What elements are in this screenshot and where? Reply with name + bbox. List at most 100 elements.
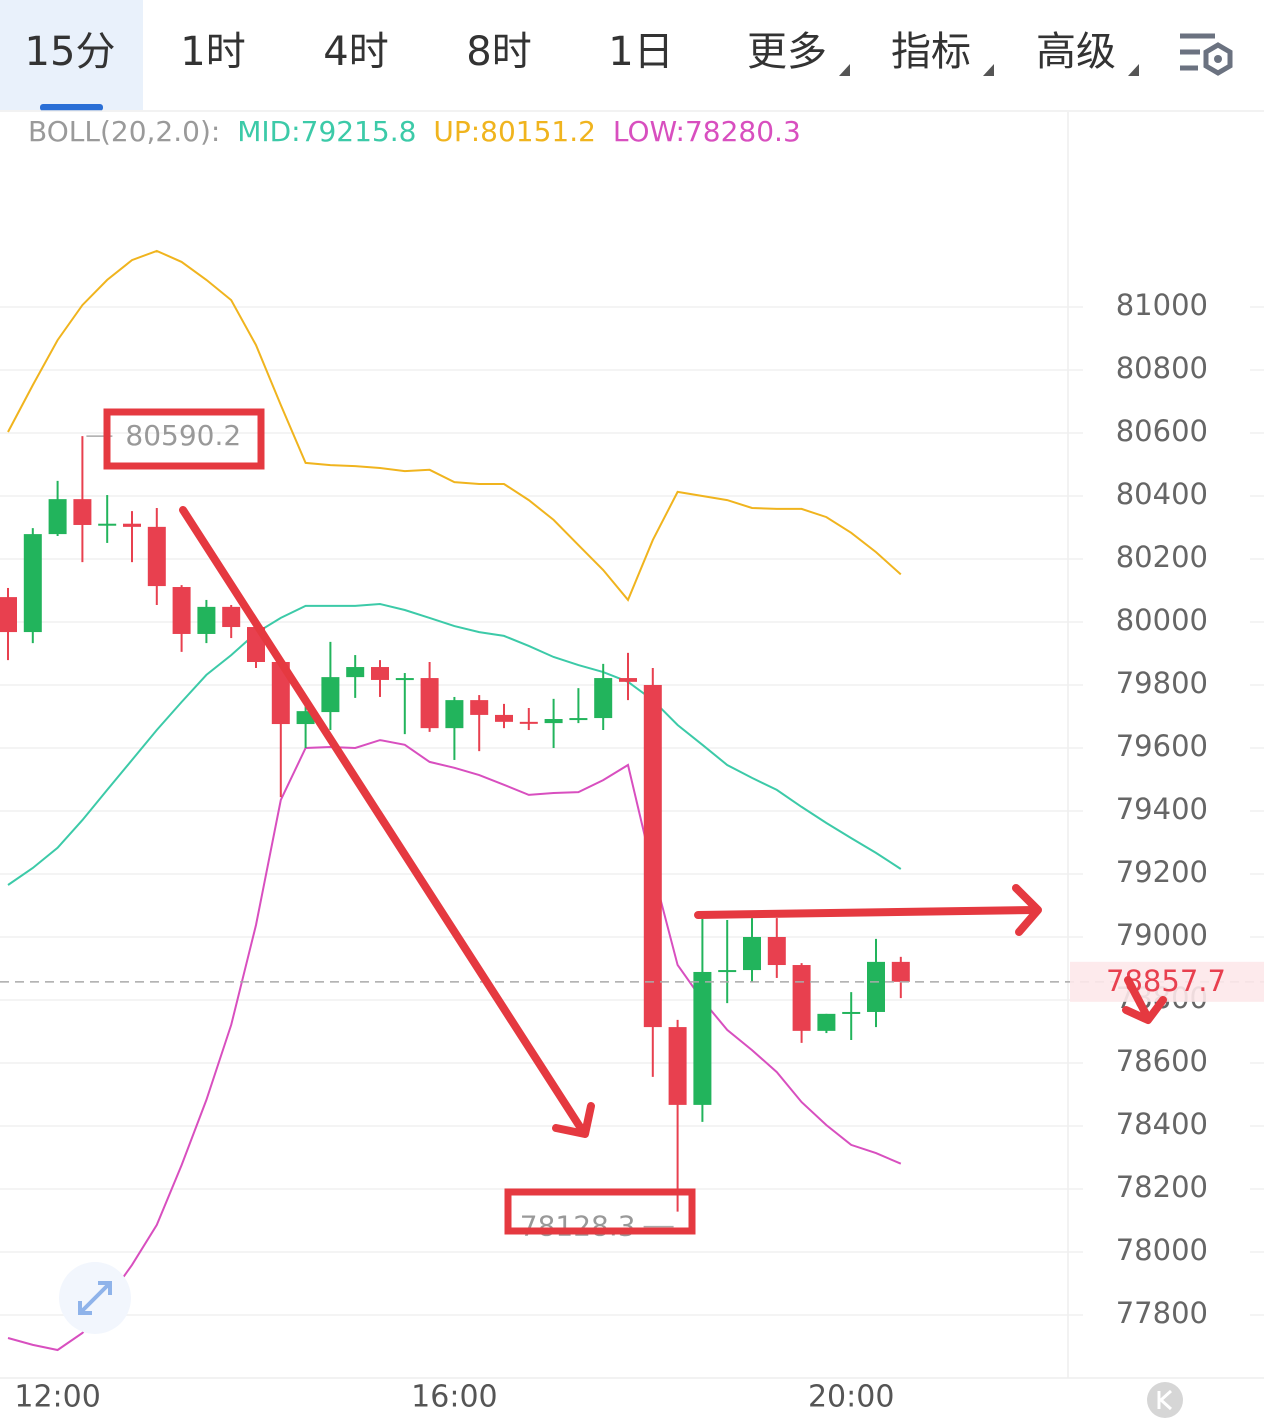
candle-body [718, 970, 737, 973]
y-tick-label: 80200 [1116, 540, 1208, 574]
tab-bar [0, 0, 1264, 110]
hand-annotations [103, 408, 1167, 1235]
y-tick-label: 80600 [1116, 414, 1208, 448]
candle-body [693, 971, 712, 1105]
candle-body [743, 936, 761, 971]
candle-body [867, 961, 885, 1012]
candle-body [222, 606, 241, 628]
current-price-bg [1070, 961, 1264, 1002]
expand-button[interactable] [59, 1262, 131, 1334]
y-tick-label: 79200 [1116, 855, 1208, 889]
candle-body [594, 678, 613, 719]
arrow-head [1122, 996, 1167, 1024]
indicator-legend: BOLL(20,2.0): MID:79215.8 UP:80151.2 LOW… [28, 115, 801, 148]
dropdown-caret [1128, 64, 1139, 76]
k-button[interactable] [1147, 1382, 1183, 1418]
candle-body [842, 1011, 861, 1014]
x-tick-label: 20:00 [808, 1380, 894, 1415]
expand-icon [78, 1281, 112, 1315]
candle-body [495, 714, 513, 722]
highlight-box [504, 1188, 696, 1235]
x-tick-label: 16:00 [411, 1380, 497, 1415]
y-tick-label: 81000 [1116, 288, 1208, 322]
band-line [7, 602, 902, 886]
band-line [7, 739, 902, 1352]
candle-body [371, 667, 389, 680]
icon-dot [1214, 55, 1222, 63]
y-tick-label: 79600 [1116, 729, 1208, 763]
y-tick-label: 80400 [1116, 477, 1208, 511]
candle-body [197, 606, 216, 634]
candle-body [172, 587, 191, 634]
active-tab-underline [40, 104, 103, 111]
bands [7, 249, 902, 1352]
candle-body [668, 1027, 687, 1105]
arrow [179, 506, 586, 1134]
candle-body [395, 678, 414, 681]
candle-body [445, 700, 464, 729]
band-line [7, 249, 902, 602]
candle-body [48, 499, 67, 535]
tab[interactable]: 8时 [466, 29, 531, 75]
tab[interactable]: 指标 [891, 29, 971, 75]
tab[interactable]: 1日 [608, 29, 673, 75]
current-price-label: 78857.7 [1106, 964, 1226, 998]
min-label: 78128.3 [520, 1210, 636, 1243]
candle-body [519, 721, 538, 724]
candle-body [569, 718, 588, 721]
candle-body [321, 677, 340, 713]
candle-body [420, 678, 439, 729]
y-tick-label: 80800 [1116, 351, 1208, 385]
candle-body [544, 719, 563, 724]
dropdown-caret [839, 64, 850, 76]
legend-name: LOW: [613, 115, 685, 148]
y-tick-label: 78200 [1116, 1170, 1208, 1204]
y-tick-label: 80000 [1116, 603, 1208, 637]
grid: 7780078000782007840078600788007900079200… [0, 288, 1264, 1415]
labels: 80590.2 78128.3 78857.7 [0, 419, 1264, 1243]
candle-body [891, 961, 910, 982]
tab[interactable]: 1时 [180, 29, 245, 75]
settings-icon[interactable] [1180, 33, 1233, 76]
legend-name: MID: [237, 115, 300, 148]
x-tick-label: 12:00 [14, 1380, 100, 1415]
active-tab-bg [0, 0, 143, 110]
max-label: 80590.2 [125, 419, 241, 452]
candle-body [792, 965, 811, 1031]
y-tick-label: 79000 [1116, 918, 1208, 952]
legend-value: 79215.8 [301, 115, 417, 148]
candle-body [73, 499, 92, 525]
tab[interactable]: 高级 [1036, 29, 1116, 75]
dropdown-caret [983, 64, 994, 76]
y-tick-label: 77800 [1116, 1296, 1208, 1330]
tab[interactable]: 4时 [323, 29, 388, 75]
candle-body [23, 534, 42, 633]
legend-value: 78280.3 [685, 115, 801, 148]
tab[interactable]: 更多 [747, 29, 827, 75]
legend-value: 80151.2 [480, 115, 596, 148]
candles [0, 436, 910, 1212]
highlight-box [103, 408, 265, 470]
indicator-name: BOLL(20,2.0): [28, 115, 220, 148]
candle-body [0, 597, 17, 633]
background [0, 0, 1264, 1379]
y-tick-label: 79400 [1116, 792, 1208, 826]
candle-body [147, 526, 166, 587]
legend-name: UP: [433, 115, 480, 148]
candle-body [817, 1013, 836, 1031]
k-icon [1157, 1389, 1173, 1411]
candle-body [98, 523, 117, 526]
arrow [694, 906, 1039, 919]
arrow [1124, 976, 1152, 1022]
tab[interactable]: 15分 [25, 29, 116, 75]
candle-body [346, 667, 365, 678]
y-tick-label: 78000 [1116, 1233, 1208, 1267]
y-tick-label: 78600 [1116, 1044, 1208, 1078]
arrow-head [552, 1102, 595, 1138]
arrow-head [1012, 884, 1042, 936]
icon-hex [1203, 42, 1233, 76]
y-tick-label: 78400 [1116, 1107, 1208, 1141]
candle-body [643, 684, 662, 1028]
